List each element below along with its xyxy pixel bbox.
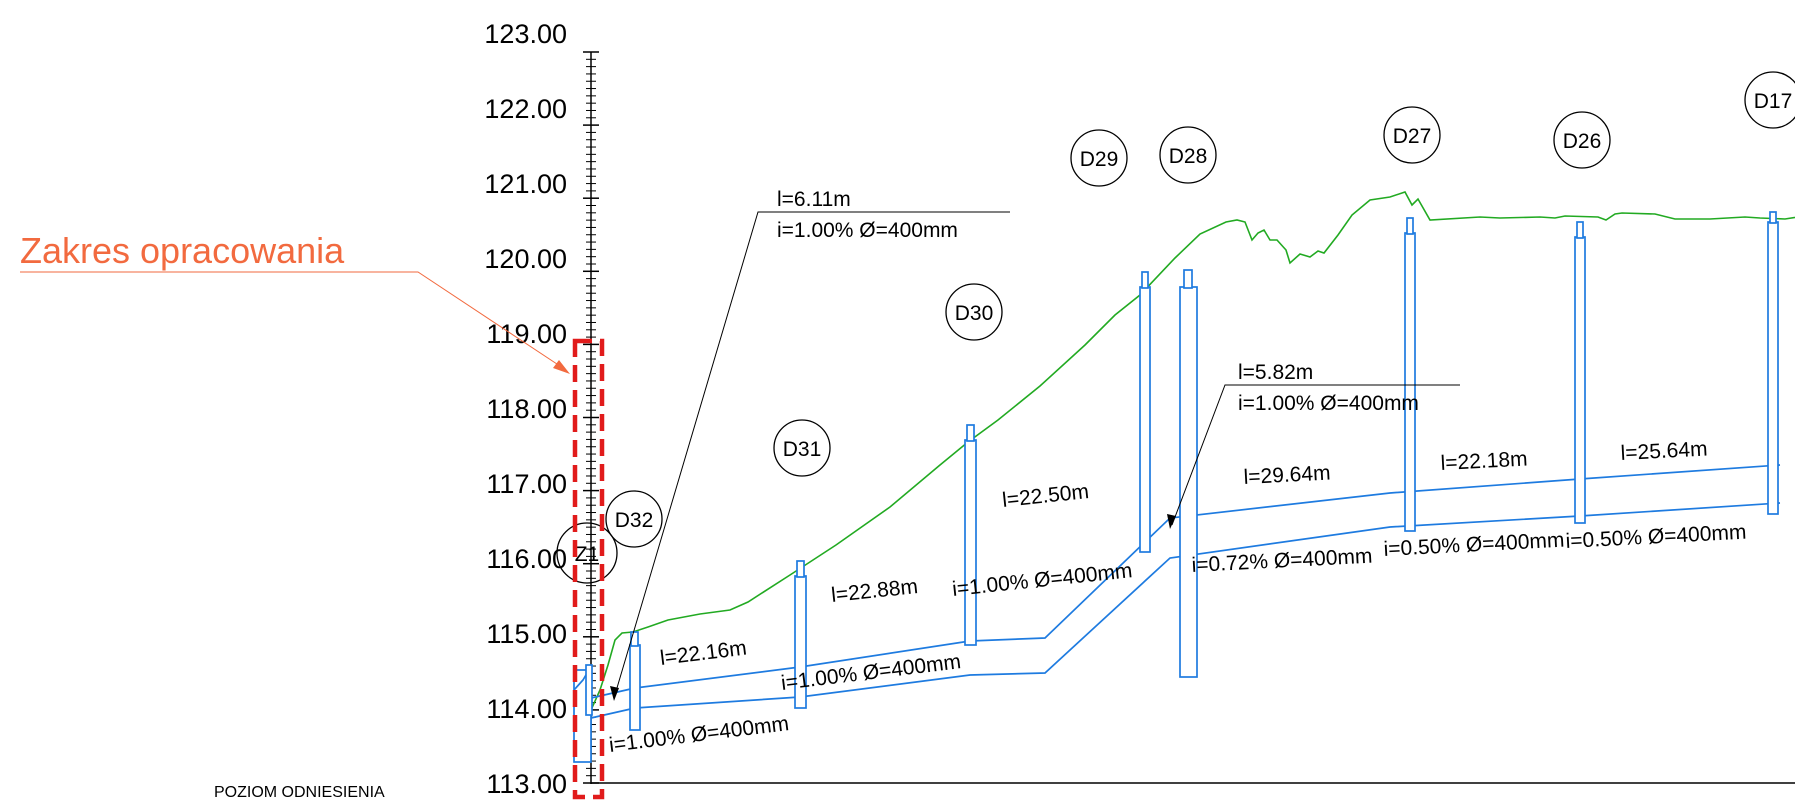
node-d26: D26	[1553, 111, 1611, 169]
callout-leader	[613, 211, 1010, 699]
svg-text:D29: D29	[1080, 148, 1119, 171]
node-d28: D28	[1159, 126, 1217, 184]
callout-arrowhead	[610, 686, 619, 701]
svg-text:D32: D32	[615, 509, 654, 532]
scope-boundary	[572, 338, 605, 800]
scope-arrowhead	[553, 360, 570, 374]
node-z1: Z1	[556, 522, 618, 584]
tick-label: 113.00	[486, 769, 567, 799]
segment-length: l=22.16m	[659, 637, 748, 670]
manhole-d17	[1767, 221, 1779, 515]
manhole-d17-neck	[1769, 211, 1777, 224]
manhole-d29	[1139, 286, 1151, 553]
segment-length: l=29.64m	[1243, 461, 1331, 489]
manholes	[573, 211, 1779, 763]
svg-text:Z1: Z1	[575, 543, 600, 566]
svg-text:D30: D30	[955, 302, 994, 325]
pipe-top	[590, 464, 1781, 699]
segment-slope: i=1.00% Ø=400mm	[951, 559, 1133, 601]
tick-label: 120.00	[484, 244, 567, 274]
segment-length: l=5.82m	[1238, 361, 1313, 384]
manhole-d30	[964, 439, 977, 646]
scope-leader	[20, 271, 567, 371]
node-d30: D30	[945, 283, 1003, 341]
node-d29: D29	[1070, 129, 1128, 187]
segment-slope: i=1.00% Ø=400mm	[777, 219, 958, 242]
segment-slope: i=0.50% Ø=400mm	[1565, 521, 1747, 553]
manhole-d32-neck	[630, 631, 639, 647]
tick-label: 114.00	[486, 694, 567, 724]
node-d32: D32	[605, 490, 663, 548]
segment-length: l=22.50m	[1001, 480, 1090, 512]
manhole-z1-shaft	[585, 664, 593, 716]
segment-length: l=6.11m	[777, 188, 851, 211]
manhole-d26-neck	[1576, 221, 1584, 239]
svg-text:D17: D17	[1754, 90, 1793, 113]
segment-length: l=25.64m	[1620, 437, 1708, 465]
elevation-axis: 113.00 114.00 115.00 116.00 117.00 118.0…	[214, 19, 1795, 800]
node-d31: D31	[773, 419, 831, 477]
tick-label: 118.00	[486, 394, 567, 424]
node-d27: D27	[1383, 106, 1441, 164]
tick-label: 115.00	[486, 619, 567, 649]
tick-label: 123.00	[484, 19, 567, 49]
scope-annotation: Zakres opracowania	[20, 230, 605, 800]
tick-label: 121.00	[484, 169, 567, 199]
manhole-d32	[629, 644, 641, 731]
manhole-d27	[1404, 232, 1416, 532]
manhole-d26	[1574, 236, 1586, 524]
tick-label: 116.00	[486, 544, 567, 574]
tick-label: 117.00	[486, 469, 567, 499]
callout-leader	[1171, 384, 1460, 526]
manhole-d30-neck	[966, 424, 975, 442]
svg-text:D27: D27	[1393, 125, 1432, 148]
segment-length: l=22.18m	[1440, 447, 1528, 475]
tick-label: 122.00	[484, 94, 567, 124]
pipe-lines	[590, 464, 1781, 719]
svg-text:D28: D28	[1169, 145, 1208, 168]
callout-arrowhead	[1167, 514, 1176, 529]
manhole-d31-neck	[796, 560, 805, 578]
segment-slope: i=0.50% Ø=400mm	[1383, 529, 1565, 561]
manhole-d28-neck	[1183, 269, 1193, 289]
node-d17: D17	[1744, 71, 1795, 129]
svg-text:D31: D31	[783, 438, 822, 461]
segment-length: l=22.88m	[830, 575, 919, 607]
pipe-bottom	[590, 502, 1781, 719]
terrain-line	[590, 191, 1795, 711]
node-markers: Z1 D32 D31 D30 D29 D28 D27 D26	[556, 71, 1795, 584]
tick-labels: 113.00 114.00 115.00 116.00 117.00 118.0…	[484, 19, 567, 799]
manhole-d27-neck	[1406, 217, 1414, 235]
segment-slope: i=1.00% Ø=400mm	[1238, 392, 1419, 415]
reference-level-label: POZIOM ODNIESIENIA	[214, 784, 385, 800]
scope-label: Zakres opracowania	[20, 230, 345, 271]
segment-slope: i=0.72% Ø=400mm	[1191, 545, 1373, 577]
svg-text:D26: D26	[1563, 130, 1602, 153]
manhole-d29-neck	[1141, 271, 1149, 289]
